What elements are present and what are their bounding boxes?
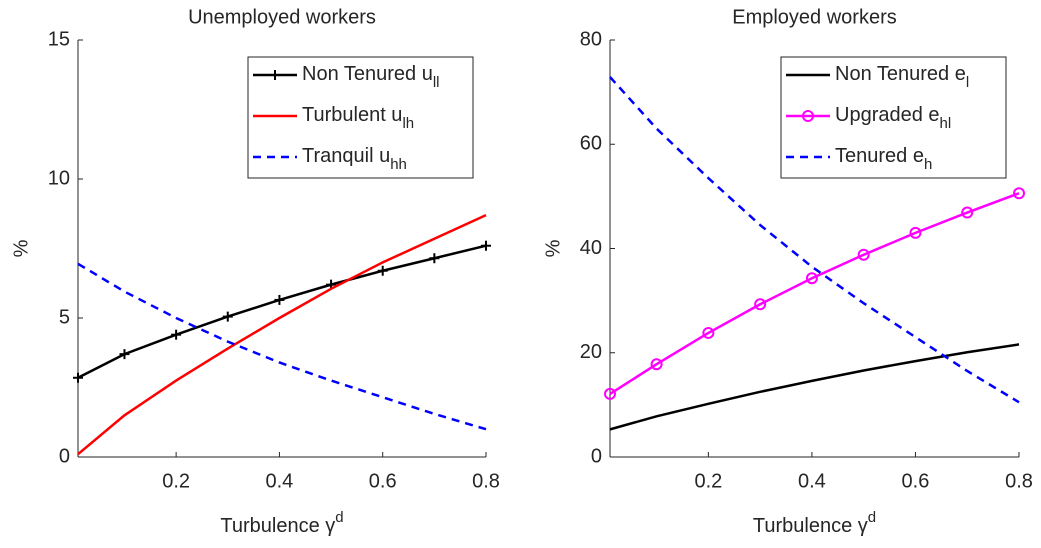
x-tick-label: 0.2 — [694, 470, 722, 492]
y-tick-label: 15 — [48, 28, 70, 50]
marker — [171, 329, 182, 340]
marker — [961, 206, 974, 219]
x-axis-label-sup: d — [335, 509, 343, 526]
marker — [73, 372, 83, 383]
x-axis-label-text: Turbulence γ — [220, 515, 335, 537]
marker — [754, 298, 767, 311]
marker — [119, 349, 130, 360]
legend-label: Non Tenured ull — [302, 63, 440, 91]
legend-label-sub: hl — [940, 115, 952, 132]
marker — [270, 70, 280, 80]
marker — [857, 248, 870, 261]
x-tick-label: 0.4 — [798, 470, 826, 492]
legend-label: Tenured eh — [835, 145, 932, 173]
marker — [604, 387, 616, 400]
series-line — [609, 192, 1020, 395]
legend-label: Upgraded ehl — [835, 104, 951, 132]
x-axis-label: Turbulence γd — [220, 509, 343, 537]
legend-label-sub: h — [924, 156, 932, 173]
x-tick-label: 0.8 — [472, 470, 500, 492]
marker — [805, 272, 818, 285]
marker — [429, 253, 440, 264]
marker — [481, 240, 491, 251]
y-tick-label: 20 — [580, 341, 602, 363]
legend-label: Tranquil uhh — [302, 145, 407, 173]
legend-label-text: Tenured e — [835, 145, 924, 167]
y-tick-label: 0 — [59, 445, 70, 467]
x-tick-label: 0.4 — [266, 470, 294, 492]
x-axis-label-text: Turbulence γ — [753, 515, 868, 537]
legend-label-text: Non Tenured e — [835, 63, 966, 85]
x-axis-label: Turbulence γd — [753, 509, 876, 537]
legend-label-sub: l — [966, 74, 969, 91]
marker — [377, 265, 388, 276]
y-tick-label: 0 — [591, 445, 602, 467]
legend-label-sub: ll — [433, 74, 440, 91]
y-tick-label: 80 — [580, 28, 602, 50]
legend-label-text: Non Tenured u — [302, 63, 433, 85]
y-tick-label: 40 — [580, 237, 602, 259]
y-tick-label: 10 — [48, 167, 70, 189]
marker — [802, 110, 814, 122]
legend-label-sub: lh — [402, 115, 414, 132]
chart-title: Unemployed workers — [188, 6, 376, 28]
marker — [1013, 187, 1025, 200]
marker — [222, 311, 233, 322]
legend-label-text: Upgraded e — [835, 104, 940, 126]
x-tick-label: 0.8 — [1005, 470, 1033, 492]
x-tick-label: 0.2 — [162, 470, 190, 492]
y-tick-label: 60 — [580, 133, 602, 155]
marker — [702, 326, 715, 339]
legend-label: Non Tenured el — [835, 63, 969, 91]
y-axis-label: % — [542, 239, 564, 257]
series-line — [609, 343, 1020, 431]
y-tick-label: 5 — [59, 306, 70, 328]
legend: Non Tenured ull Turbulent ulh Tranquil uhh — [247, 56, 474, 179]
marker — [909, 226, 922, 239]
x-tick-label: 0.6 — [369, 470, 397, 492]
legend-label-text: Turbulent u — [302, 104, 402, 126]
legend-label: Turbulent ulh — [302, 104, 414, 132]
series-line — [77, 262, 487, 431]
marker — [650, 358, 663, 371]
x-tick-label: 0.6 — [902, 470, 930, 492]
marker — [274, 294, 285, 305]
legend-label-text: Tranquil u — [302, 145, 390, 167]
legend-label-sub: hh — [390, 156, 407, 173]
series-line — [77, 214, 487, 456]
chart-title: Employed workers — [732, 6, 897, 28]
series-line — [77, 244, 487, 379]
x-axis-label-sup: d — [868, 509, 876, 526]
y-axis-label: % — [10, 239, 32, 257]
